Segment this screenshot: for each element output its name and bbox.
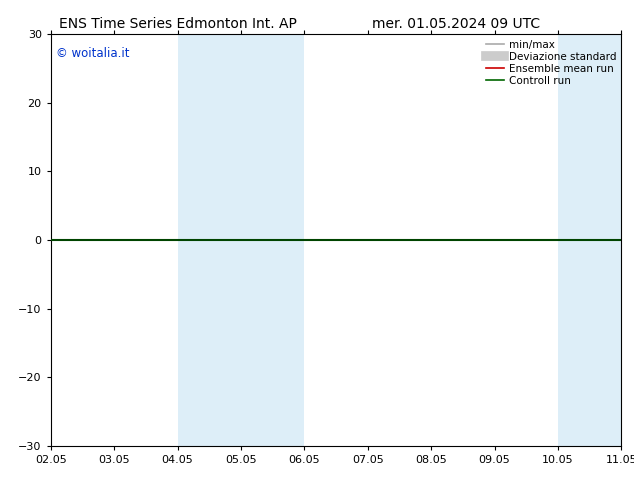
Bar xyxy=(178,34,241,446)
Text: © woitalia.it: © woitalia.it xyxy=(56,47,130,60)
Text: mer. 01.05.2024 09 UTC: mer. 01.05.2024 09 UTC xyxy=(372,17,541,31)
Legend: min/max, Deviazione standard, Ensemble mean run, Controll run: min/max, Deviazione standard, Ensemble m… xyxy=(484,37,618,88)
Bar xyxy=(558,34,621,446)
Text: ENS Time Series Edmonton Int. AP: ENS Time Series Edmonton Int. AP xyxy=(58,17,297,31)
Bar xyxy=(241,34,304,446)
